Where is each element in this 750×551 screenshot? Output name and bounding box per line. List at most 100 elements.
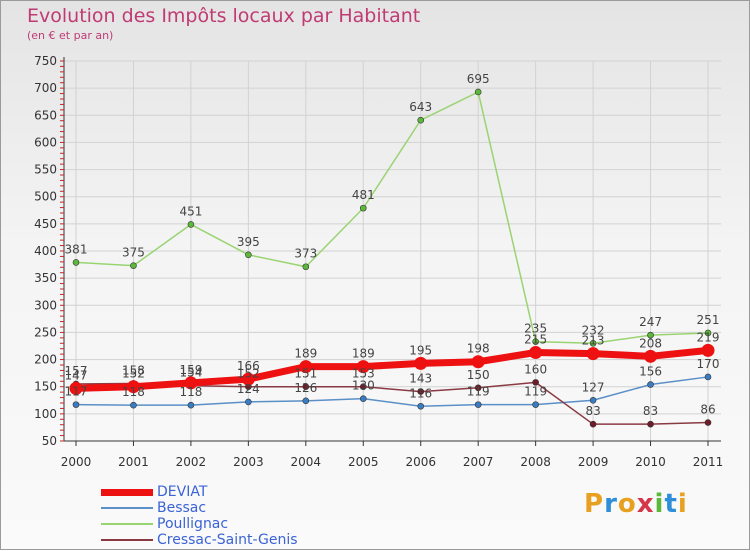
data-label-poullignac: 381 [65,242,88,256]
data-label-bessac: 119 [524,385,547,399]
data-label-deviat: 147 [65,368,88,382]
data-label-poullignac: 451 [179,204,202,218]
series-line-cressac-saint-genis [75,381,709,425]
data-label-cressac-saint-genis: 153 [352,367,375,381]
y-tick-label: 200 [34,353,57,367]
data-point-poullignac [704,329,712,337]
x-tick-labels: 2000 2001 2002 2003 2004 2005 2006 2007 2008 2009… [61,455,724,469]
data-label-deviat: 189 [352,347,375,361]
x-tick-label: 2006 [405,455,436,469]
legend-swatch [101,507,153,509]
data-point-bessac [245,398,252,406]
legend-item-bessac: Bessac [101,500,298,516]
data-label-poullignac: 373 [294,247,317,261]
data-label-cressac-saint-genis: 150 [467,368,490,382]
data-label-bessac: 119 [467,385,490,399]
data-point-cressac-saint-genis [417,388,425,395]
x-tick-label: 2003 [233,455,264,469]
y-tick-label: 300 [34,298,57,312]
data-point-poullignac [359,204,367,212]
data-point-cressac-saint-genis [359,383,367,391]
data-point-poullignac [187,221,195,228]
data-label-poullignac: 395 [237,235,260,249]
y-tick-label: 50 [42,434,57,448]
y-tick-label: 100 [34,407,57,421]
data-label-cressac-saint-genis: 157 [65,364,88,378]
logo-letter: r [604,489,618,519]
data-label-bessac: 118 [179,385,202,399]
data-point-cressac-saint-genis [704,419,712,426]
data-point-bessac [187,401,195,409]
y-tick-label: 750 [34,54,57,68]
data-label-bessac: 118 [122,385,145,399]
legend-label: Bessac [157,500,207,516]
proxiti-logo: Proxiti [584,489,688,519]
y-tick-label: 650 [34,108,57,122]
data-label-deviat: 195 [409,343,432,357]
data-label-deviat: 189 [294,347,317,361]
logo-letter: i [654,489,665,519]
x-tick-label: 2000 [61,455,92,469]
data-label-deviat: 152 [122,367,145,381]
data-point-cressac-saint-genis [474,384,482,392]
logo-letter: x [636,489,655,519]
data-point-deviat [241,372,255,386]
data-point-deviat [299,360,313,374]
series-line-poullignac [75,91,709,345]
data-label-cressac-saint-genis: 83 [643,404,658,418]
y-tick-label: 350 [34,271,57,285]
data-point-poullignac [72,259,80,266]
data-point-bessac [417,402,425,410]
data-label-cressac-saint-genis: 83 [585,404,600,418]
legend-swatch [101,488,153,496]
data-point-poullignac [532,338,539,345]
series-lines [69,88,715,428]
data-point-poullignac [474,88,482,96]
data-label-poullignac: 481 [352,188,375,202]
y-tick-label: 400 [34,244,57,258]
x-tick-label: 2007 [463,455,494,469]
y-tick-label: 150 [34,380,57,394]
data-label-deviat: 219 [697,330,720,344]
data-label-bessac: 124 [237,382,260,396]
x-tick-label: 2001 [118,455,149,469]
data-label-bessac: 156 [639,365,662,379]
data-label-cressac-saint-genis: 154 [179,366,202,380]
legend-swatch [101,539,153,541]
legend-label: Cressac-Saint-Genis [157,532,298,548]
y-tick-label: 700 [34,81,57,95]
data-point-bessac [589,396,597,404]
data-label-cressac-saint-genis: 152 [237,367,260,381]
grid-lines [64,60,721,442]
legend-label: DEVIAT [157,484,208,500]
data-point-poullignac [302,263,310,271]
data-label-cressac-saint-genis: 86 [700,403,715,417]
x-tick-label: 2011 [693,455,724,469]
data-label-poullignac: 643 [409,100,432,114]
data-point-cressac-saint-genis [532,379,539,386]
series-line-bessac [75,376,709,408]
data-point-poullignac [589,339,597,347]
data-point-deviat [701,343,715,357]
data-label-bessac: 130 [352,379,375,393]
data-point-bessac [647,381,654,388]
data-point-deviat [471,355,485,369]
data-point-bessac [130,401,137,409]
data-label-deviat: 166 [237,359,260,373]
data-label-poullignac: 247 [639,315,662,329]
data-point-bessac [72,401,80,408]
data-label-bessac: 170 [697,357,720,371]
data-point-bessac [474,401,482,408]
data-point-deviat [644,349,658,363]
data-point-poullignac [417,116,425,124]
data-label-poullignac: 695 [467,72,490,86]
x-tick-label: 2004 [291,455,322,469]
data-label-bessac: 116 [409,386,432,400]
legend-item-cressac-saint-genis: Cressac-Saint-Genis [101,532,298,548]
data-label-deviat: 213 [582,334,605,348]
data-label-deviat: 198 [467,342,490,356]
x-tick-label: 2002 [176,455,207,469]
